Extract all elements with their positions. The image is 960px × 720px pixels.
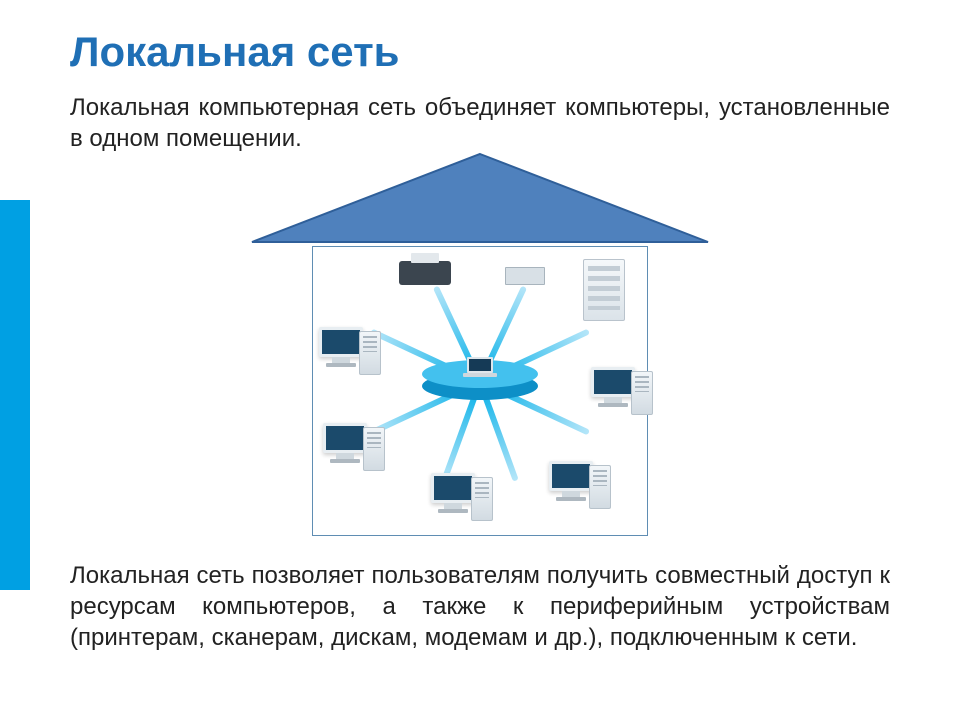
accent-stripe (0, 200, 30, 590)
server-rack-icon (583, 259, 643, 309)
workstation-2-icon (591, 367, 651, 417)
workstation-4-icon (431, 473, 491, 523)
laptop-icon (463, 357, 497, 379)
house-body (312, 246, 648, 536)
house-roof-icon (248, 150, 712, 246)
workstation-3-icon (549, 461, 609, 511)
intro-paragraph: Локальная компьютерная сеть объединяет к… (70, 92, 890, 154)
printer-icon (399, 261, 459, 311)
workstation-1-icon (319, 327, 379, 377)
bottom-paragraph: Локальная сеть позволяет пользователям п… (70, 560, 890, 654)
workstation-5-icon (323, 423, 383, 473)
slide-title: Локальная сеть (70, 28, 399, 76)
small-pc-icon (505, 267, 565, 317)
network-diagram (248, 150, 712, 550)
